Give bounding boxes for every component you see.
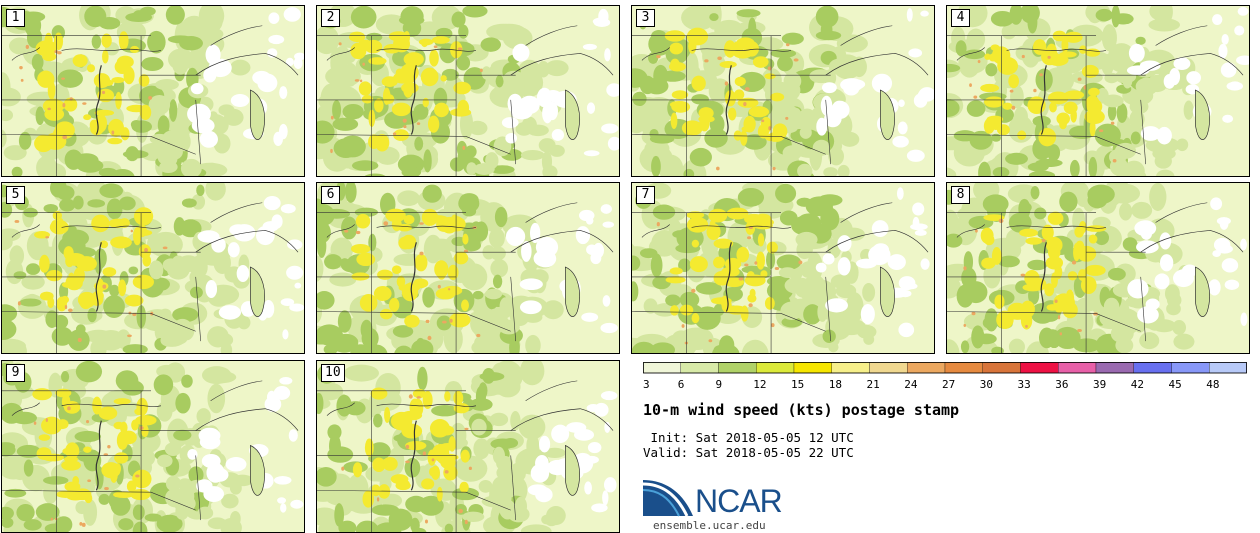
wind-speed-map — [632, 183, 934, 353]
colorbar-tick-label: 48 — [1206, 378, 1219, 390]
colorbar-segment — [1095, 362, 1134, 374]
ensemble-member-panel: 9 — [1, 360, 305, 533]
init-time: Init: Sat 2018-05-05 12 UTC — [643, 430, 854, 445]
colorbar-segment — [982, 362, 1021, 374]
colorbar-tick-label: 42 — [1131, 378, 1144, 390]
ensemble-member-panel: 2 — [316, 5, 620, 177]
colorbar-segment — [1058, 362, 1097, 374]
ensemble-member-panel: 3 — [631, 5, 935, 177]
ensemble-member-panel: 10 — [316, 360, 620, 533]
colorbar-segment — [793, 362, 832, 374]
colorbar-tick-label: 21 — [867, 378, 880, 390]
colorbar-tick-label: 33 — [1018, 378, 1031, 390]
ensemble-member-panel: 4 — [946, 5, 1250, 177]
wind-speed-colorbar: 3 6 9 12 15 18 21 24 27 30 33 36 39 42 45 48 — [643, 362, 1247, 390]
member-number-label: 8 — [951, 186, 970, 204]
plot-title: 10-m wind speed (kts) postage stamp — [643, 401, 960, 419]
member-number-label: 1 — [6, 9, 25, 27]
ensemble-url: ensemble.ucar.edu — [653, 519, 766, 532]
colorbar-tick-label: 15 — [791, 378, 804, 390]
wind-speed-map — [947, 183, 1249, 353]
colorbar-tick-label: 27 — [942, 378, 955, 390]
colorbar-segment — [944, 362, 983, 374]
ensemble-member-panel: 8 — [946, 182, 1250, 354]
wind-speed-map — [632, 6, 934, 176]
colorbar-tick-label: 45 — [1169, 378, 1182, 390]
wind-speed-map — [2, 361, 304, 532]
wind-speed-map — [317, 6, 619, 176]
colorbar-tick-label: 36 — [1055, 378, 1068, 390]
ensemble-member-panel: 5 — [1, 182, 305, 354]
wind-speed-map — [947, 6, 1249, 176]
ncar-wordmark: NCAR — [695, 483, 783, 519]
colorbar-segment — [718, 362, 757, 374]
colorbar-tick-label: 3 — [643, 378, 650, 390]
colorbar-tick-label: 30 — [980, 378, 993, 390]
wind-speed-map — [2, 6, 304, 176]
colorbar-segment — [643, 362, 681, 374]
colorbar-segment — [869, 362, 908, 374]
colorbar-tick-label: 39 — [1093, 378, 1106, 390]
colorbar-segment — [1209, 362, 1247, 374]
colorbar-segment — [1171, 362, 1210, 374]
member-number-label: 4 — [951, 9, 970, 27]
valid-time: Valid: Sat 2018-05-05 22 UTC — [643, 445, 854, 460]
wind-speed-map — [317, 361, 619, 532]
ncar-swoosh-icon — [643, 480, 693, 517]
member-number-label: 9 — [6, 364, 25, 382]
ensemble-member-panel: 1 — [1, 5, 305, 177]
colorbar-tick-label: 9 — [716, 378, 723, 390]
wind-speed-map — [2, 183, 304, 353]
colorbar-outline — [643, 362, 1247, 374]
ncar-logo: NCAR ensemble.ucar.edu — [643, 478, 803, 532]
member-number-label: 3 — [636, 9, 655, 27]
member-number-label: 2 — [321, 9, 340, 27]
colorbar-segment — [1020, 362, 1059, 374]
colorbar-tick-label: 18 — [829, 378, 842, 390]
colorbar-tick-label: 24 — [904, 378, 918, 390]
member-number-label: 6 — [321, 186, 340, 204]
member-number-label: 10 — [321, 364, 345, 382]
ensemble-member-panel: 6 — [316, 182, 620, 354]
colorbar-segment — [1133, 362, 1172, 374]
colorbar-tick-label: 6 — [678, 378, 685, 390]
member-number-label: 5 — [6, 186, 25, 204]
colorbar-segment — [680, 362, 719, 374]
colorbar-tick-label: 12 — [753, 378, 766, 390]
colorbar-segment — [831, 362, 870, 374]
member-number-label: 7 — [636, 186, 655, 204]
wind-speed-map — [317, 183, 619, 353]
ensemble-member-panel: 7 — [631, 182, 935, 354]
colorbar-segment — [907, 362, 946, 374]
colorbar-segment — [756, 362, 795, 374]
